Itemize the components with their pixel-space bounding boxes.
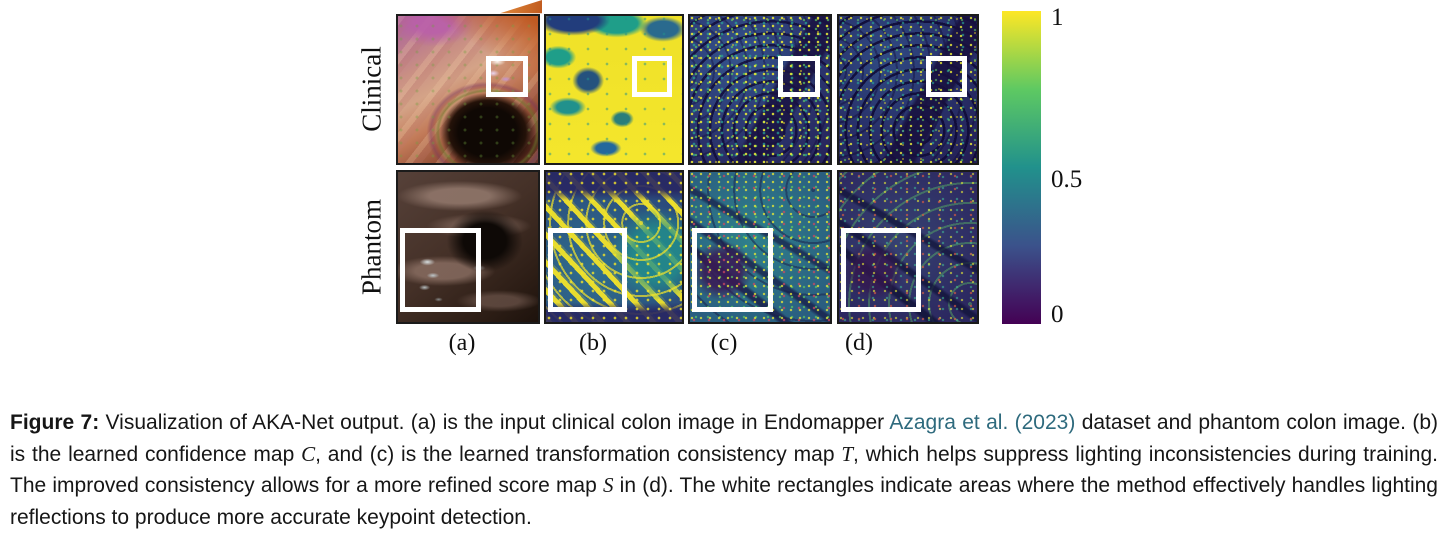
highlight-rectangle <box>925 55 968 97</box>
colorbar-tick-label: 1 <box>1051 4 1064 31</box>
caption-text: dataset and phantom colon image. (b) is … <box>10 411 1439 466</box>
transformation-consistency-map-panel-c-clinical <box>688 14 832 165</box>
highlight-rectangle <box>548 227 627 312</box>
highlight-rectangle <box>631 55 673 97</box>
highlight-rectangle <box>841 227 922 312</box>
caption-text: in (d). The white rectangles indicate ar… <box>10 474 1438 529</box>
math-variable: S <box>602 473 614 497</box>
column-label-b: (b) <box>579 330 607 356</box>
row-label-clinical: Clinical <box>356 46 387 132</box>
citation-link[interactable]: Azagra et al. (2023) <box>889 411 1076 434</box>
highlight-rectangle <box>486 55 529 97</box>
score-map-panel-d-clinical <box>837 14 979 165</box>
column-label-a: (a) <box>448 330 476 356</box>
confidence-map-panel-b-phantom <box>544 170 684 324</box>
column-label-c: (c) <box>710 330 738 356</box>
phantom-input-image-panel-a-phantom <box>396 170 540 324</box>
confidence-map-panel-b-clinical <box>544 14 684 165</box>
highlight-rectangle <box>692 227 774 312</box>
colorbar-tick-label: 0 <box>1051 301 1064 328</box>
row-label-phantom: Phantom <box>356 198 387 296</box>
orange-image-artifact <box>500 0 542 14</box>
math-variable: C <box>301 441 316 466</box>
column-label-d: (d) <box>845 330 873 356</box>
transformation-consistency-map-panel-c-phantom <box>688 170 832 324</box>
clinical-input-image-panel-a-clinical <box>396 14 540 165</box>
caption-text: Visualization of AKA-Net output. (a) is … <box>99 411 890 434</box>
caption-text: , which helps suppress lighting inconsis… <box>10 442 1438 498</box>
highlight-rectangle <box>778 55 821 97</box>
caption-figure-label: Figure 7: <box>10 411 100 434</box>
highlight-rectangle <box>400 227 482 312</box>
colorbar-gradient <box>1002 11 1041 324</box>
figure-caption: Figure 7: Visualization of AKA-Net outpu… <box>10 407 1438 533</box>
caption-text: , and (c) is the learned transformation … <box>315 442 842 466</box>
colorbar-tick-label: 0.5 <box>1051 166 1083 193</box>
math-variable: T <box>841 441 854 466</box>
score-map-panel-d-phantom <box>837 170 979 324</box>
